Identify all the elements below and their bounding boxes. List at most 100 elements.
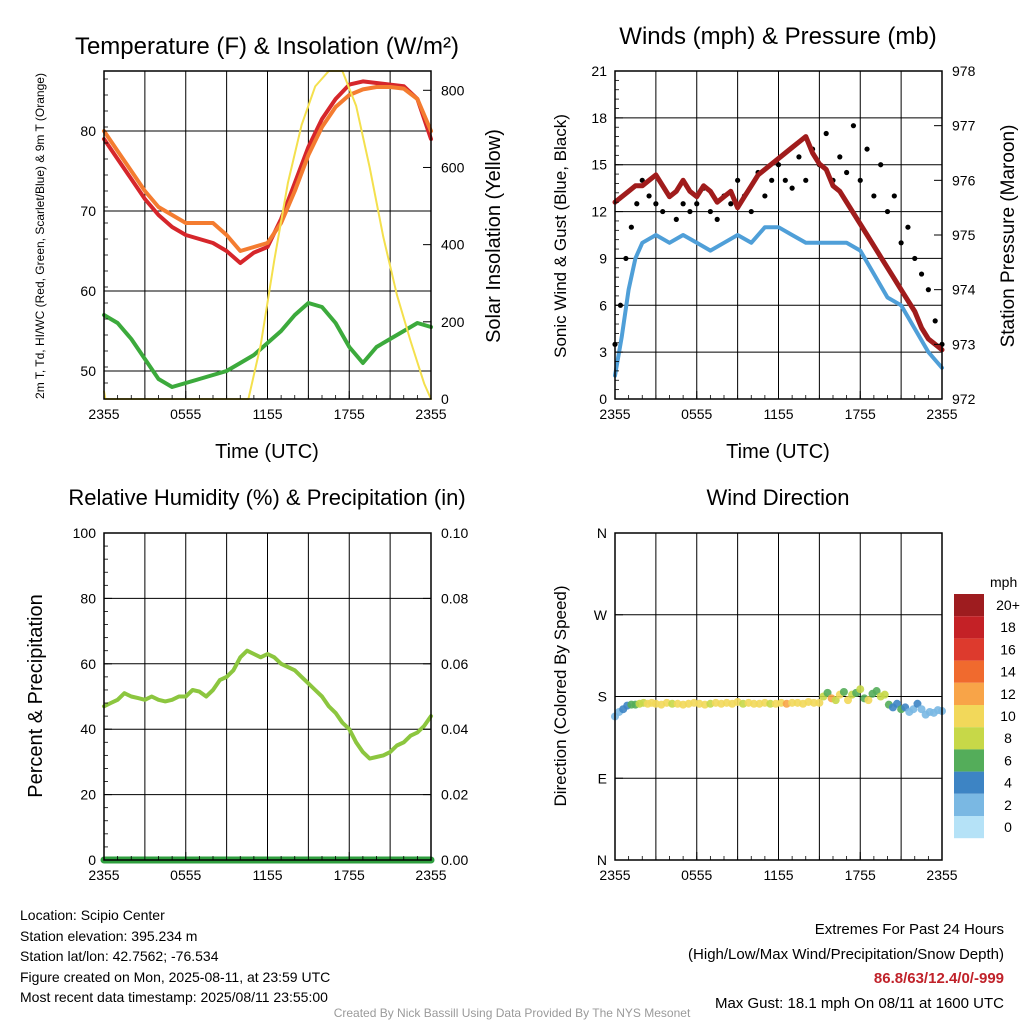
gust-point [878,162,884,168]
plot-frame [614,532,943,861]
x-tick-label: 1755 [845,867,876,883]
station-latlon: Station lat/lon: 42.7562; -76.534 [20,948,219,964]
legend-label: 4 [1004,775,1012,791]
y2-tick-label: 0.02 [441,787,468,803]
legend-label: 10 [1000,708,1016,724]
x-tick-label: 0555 [681,867,712,883]
y-tick-label: 12 [591,204,607,220]
gust-point [925,287,931,293]
gust-point [653,201,659,207]
x-tick-label: 2355 [926,867,957,883]
y-tick-label: W [594,607,608,623]
y2-tick-label: 977 [952,118,976,134]
extremes-block: Extremes For Past 24 Hours (High/Low/Max… [688,918,1004,1016]
recent-timestamp: Most recent data timestamp: 2025/08/11 2… [20,989,328,1005]
winds-y2label: Station Pressure (Maroon) [998,125,1019,348]
y2-tick-label: 975 [952,227,976,243]
gust-point [932,318,938,324]
x-tick-label: 1755 [334,867,365,883]
gust-point [823,130,829,137]
legend-label: 6 [1004,752,1012,768]
max-gust: Max Gust: 18.1 mph On 08/11 at 1600 UTC [714,994,1004,1012]
y-tick-label: 50 [80,363,96,379]
legend-label: 14 [1000,664,1016,680]
gust-point [912,255,918,262]
direction-point [913,699,922,708]
x-tick-label: 1755 [845,406,876,422]
gust-point [714,216,720,222]
gust-point [707,208,713,215]
y2-tick-label: 0 [441,391,449,407]
direction-point [839,687,848,696]
legend-swatch [954,749,984,772]
speed-legend: mph 20+ 18 16 14 12 10 8 6 4 2 0 [954,574,1020,839]
legend-label: 8 [1004,730,1012,746]
y2-tick-label: 0.08 [441,590,468,606]
gust-point [796,154,802,160]
direction-point [831,696,840,705]
gust-point [680,201,686,207]
direction-point [909,705,918,714]
winds-axes: 0 3 6 9 12 15 18 21 972 973 974 975 976 977 978 2355 055… [591,63,975,422]
temperature-title: Temperature (F) & Insolation (W/m²) [75,33,459,60]
legend-label: 20+ [996,597,1020,613]
y-tick-label: 80 [80,123,96,139]
x-tick-label: 2355 [599,406,630,422]
y2-tick-label: 973 [952,336,976,352]
series-2m-t [102,79,433,265]
y-tick-label: 60 [80,283,96,299]
station-elevation: Station elevation: 395.234 m [20,927,198,944]
figure-created: Figure created on Mon, 2025-08-11, at 23… [20,968,331,985]
gust-point [905,224,911,230]
gust-point [628,224,634,230]
x-tick-label: 1155 [763,867,793,883]
legend-swatch [954,771,984,794]
gust-point [673,216,679,222]
y2-tick-label: 972 [952,391,976,407]
winds-ylabel: Sonic Wind & Gust (Blue, Black) [551,114,570,358]
y-tick-label: 20 [80,787,96,803]
gust-point [918,271,925,277]
direction-series [611,685,946,721]
gust-point [864,146,870,152]
gust-point [762,193,768,199]
x-tick-label: 2355 [88,406,119,422]
temperature-y2label: Solar Insolation (Yellow) [483,129,505,343]
direction-point [864,696,873,705]
direction-ylabel: Direction (Colored By Speed) [551,585,570,806]
direction-point [815,698,824,707]
y-tick-label: 100 [73,525,97,541]
legend-label: 16 [1000,641,1016,657]
y-tick-label: 0 [88,852,96,868]
legend-swatch [954,727,984,750]
legend-swatch [954,660,984,683]
x-tick-label: 2355 [926,406,957,422]
y2-tick-label: 800 [441,82,465,98]
gust-point [728,201,734,207]
legend-swatch [954,816,984,839]
gust-point [871,193,877,199]
x-tick-label: 2355 [599,867,630,883]
extremes-subtitle: (High/Low/Max Wind/Precipitation/Snow De… [688,945,1004,963]
legend-label: 12 [1000,686,1016,702]
x-tick-label: 0555 [681,406,712,422]
x-tick-label: 1155 [252,867,282,883]
y-tick-label: 15 [591,157,607,173]
humidity-axes: 0 20 40 60 80 100 0.00 0.02 0.04 0.06 0.08 0.10 2355… [73,525,469,883]
y2-tick-label: 600 [441,159,465,175]
gust-point [694,201,700,207]
direction-point [880,690,889,699]
station-info: Location: Scipio Center Station elevatio… [20,905,330,1008]
y-tick-label: S [598,689,607,705]
station-location: Location: Scipio Center [20,907,165,923]
series-pressure [612,134,945,353]
direction-point [856,685,865,694]
y-tick-label: 0 [599,391,607,407]
x-tick-label: 0555 [170,867,201,883]
legend-swatch [954,705,984,728]
y-tick-label: 40 [80,721,96,737]
legend-swatch [954,594,984,617]
direction-title: Wind Direction [706,485,849,510]
